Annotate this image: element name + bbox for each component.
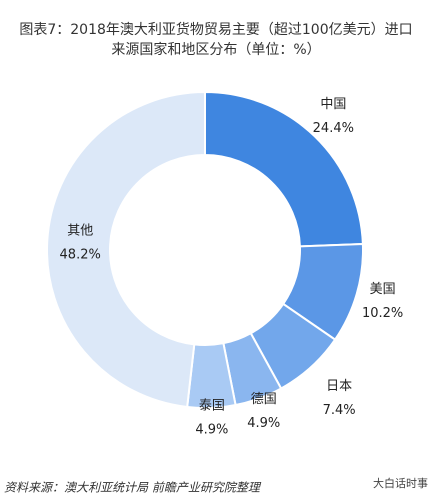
slice-value-label: 10.2% bbox=[362, 306, 403, 321]
watermark: 大白话时事 bbox=[373, 476, 428, 490]
slice-label: 泰国 bbox=[199, 398, 225, 413]
slice-value-label: 24.4% bbox=[313, 121, 354, 136]
slice-value-label: 7.4% bbox=[323, 403, 356, 418]
donut-slice bbox=[46, 90, 206, 409]
slice-label: 中国 bbox=[320, 97, 346, 112]
slice-label: 其他 bbox=[67, 223, 93, 238]
chart-title: 图表7：2018年澳大利亚货物贸易主要（超过100亿美元）进口来源国家和地区分布… bbox=[19, 22, 413, 58]
slice-label: 美国 bbox=[370, 282, 396, 297]
slice-value-label: 4.9% bbox=[247, 416, 280, 431]
slice-label: 德国 bbox=[251, 392, 277, 407]
slice-value-label: 48.2% bbox=[60, 247, 101, 262]
donut-slice bbox=[204, 90, 364, 248]
slice-label: 日本 bbox=[326, 379, 352, 394]
slice-value-label: 4.9% bbox=[195, 422, 228, 437]
source: 资料来源：澳大利亚统计局 前瞻产业研究院整理 bbox=[4, 481, 262, 495]
